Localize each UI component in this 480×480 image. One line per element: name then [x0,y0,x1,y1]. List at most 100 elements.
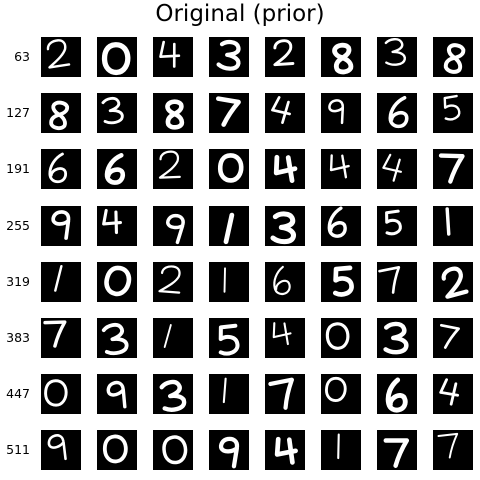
digit-stroke [216,39,241,71]
digit-9-glyph [47,434,67,461]
digit-5-glyph [332,265,354,297]
digit-image-tile [153,93,193,134]
digit-image-tile [321,149,361,190]
digit-2-glyph [441,266,469,299]
digit-stroke [104,153,126,186]
digit-image-tile [153,149,193,190]
digit-stroke [332,265,354,297]
digit-stroke [218,323,240,356]
digit-5-glyph [385,209,402,235]
digit-stroke [163,324,172,348]
digit-stroke [439,378,460,406]
digit-image-tile [153,261,193,302]
digit-2-glyph [273,39,295,67]
digit-stroke [272,322,292,346]
digit-4-glyph [382,154,403,183]
digit-image-tile [153,205,193,246]
digit-image-tile [321,205,361,246]
digit-image-tile [41,318,81,358]
row-label: 191 [6,161,30,177]
digit-0-glyph [325,322,350,350]
digit-stroke [44,379,68,407]
digit-4-glyph [329,154,350,179]
digit-stroke [101,97,124,125]
digit-image-tile [433,261,473,302]
digit-image-tile [41,93,81,134]
digit-image-tile [209,261,249,302]
digit-image-tile [377,37,417,77]
digit-stroke [222,377,227,404]
digit-stroke [383,321,409,355]
digit-7-glyph [378,265,401,294]
digit-1-glyph [223,212,235,244]
digit-image-tile [433,93,473,134]
digit-6-glyph [327,206,347,238]
digit-stroke [54,264,63,292]
digit-image-tile [265,37,305,77]
digit-9-glyph [106,381,127,409]
digit-stroke [445,206,451,236]
digit-stroke [439,323,460,349]
digit-0-glyph [102,434,128,464]
digit-image-tile [265,318,305,358]
row-label: 63 [14,49,30,64]
digit-9-glyph [166,213,185,244]
digit-image-tile [265,93,305,134]
digit-image-tile [97,261,137,302]
digit-6-glyph [104,153,126,186]
digit-3-glyph [270,211,296,244]
digit-stroke [327,206,347,238]
digit-0-glyph [325,377,347,403]
digit-image-tile [377,374,417,415]
digit-1-glyph [223,267,226,293]
digit-stroke [104,265,132,296]
digit-7-glyph [383,438,410,469]
row-label: 383 [6,330,30,345]
digit-stroke [337,433,340,460]
digit-image-tile [265,374,305,415]
digit-7-glyph [268,377,294,411]
digit-2-glyph [158,265,181,294]
digit-image-tile [321,37,361,77]
digit-stroke [101,322,129,356]
digit-stroke [385,209,402,235]
digit-0-glyph [101,42,131,76]
digit-2-glyph [158,150,181,180]
row-label: 319 [6,273,30,289]
digit-5-glyph [443,94,461,121]
digit-image-tile [97,374,137,415]
digit-image-tile [209,318,249,358]
digit-stroke [162,435,188,465]
digit-0-glyph [104,265,132,296]
digit-stroke [166,213,185,244]
figure-title: Original (prior) [155,1,325,27]
digit-7-glyph [439,323,460,349]
digit-stroke [217,153,244,184]
digit-stroke [218,437,240,469]
digit-image-tile [209,37,249,77]
digit-stroke [384,38,407,66]
digit-stroke [437,433,459,459]
digit-image-tile [153,374,193,415]
digit-image-tile [433,318,473,358]
digit-6-glyph [388,96,409,129]
digit-6-glyph [48,152,68,184]
digit-image-tile [265,205,305,246]
digit-3-glyph [384,38,407,66]
digit-image-tile [433,37,473,77]
digit-image-tile [377,261,417,302]
digit-stroke [270,211,296,244]
digit-stroke [158,265,181,294]
digit-image-tile [265,149,305,190]
digit-stroke [47,434,67,461]
digit-1-glyph [222,377,227,404]
digit-stroke [102,208,122,234]
digit-4-glyph [271,96,291,125]
digit-3-glyph [101,97,124,125]
digit-stroke [329,154,350,179]
digit-1-glyph [445,206,451,236]
digit-7-glyph [438,153,465,185]
digit-image-tile [433,430,473,471]
digit-image-tile [209,430,249,471]
digit-stroke [438,153,465,185]
